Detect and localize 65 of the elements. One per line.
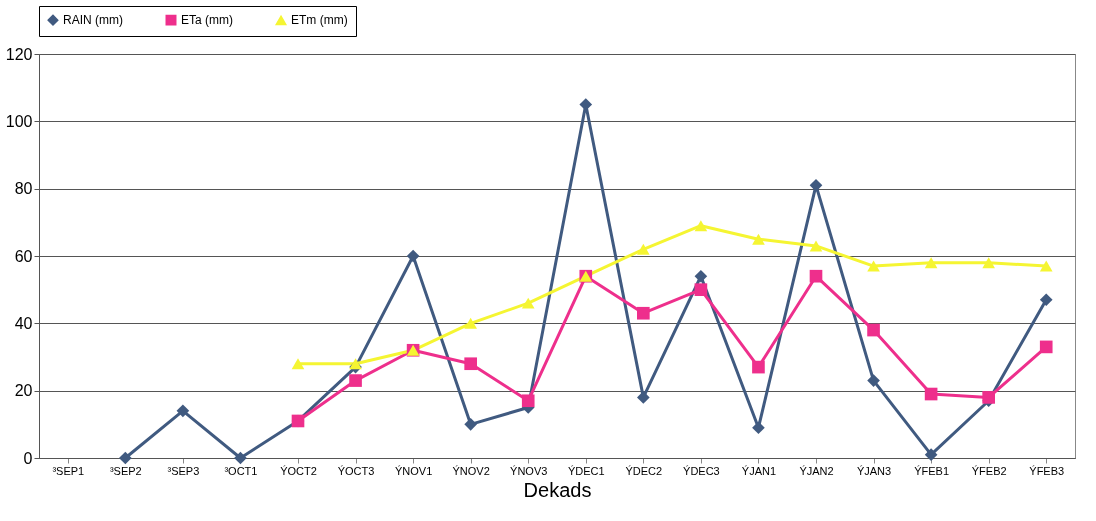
y-tick-label: 40	[14, 314, 33, 332]
x-tick-label: ÝNOV1	[394, 464, 433, 477]
x-tick-label: ÝNOV3	[510, 464, 548, 477]
point	[809, 178, 823, 192]
x-tick-label: ÝOCT2	[280, 464, 317, 477]
point	[119, 451, 132, 465]
point	[982, 391, 995, 404]
point	[752, 233, 765, 245]
point	[349, 358, 362, 370]
point	[809, 240, 823, 252]
legend-label: RAIN (mm)	[63, 13, 123, 28]
point	[924, 448, 938, 461]
point	[982, 257, 995, 269]
point	[867, 323, 880, 337]
point	[694, 220, 708, 232]
point	[752, 421, 765, 435]
point	[694, 283, 708, 296]
point	[637, 391, 650, 404]
x-tick-label: ³SEP3	[167, 464, 200, 477]
x-tick-label: ³SEP1	[52, 464, 85, 477]
point	[406, 249, 420, 263]
point	[637, 243, 650, 255]
x-tick-label: ÝOCT3	[337, 464, 375, 477]
point	[924, 387, 938, 401]
x-tick-label: ÝJAN3	[856, 464, 892, 477]
point	[752, 360, 765, 374]
x-tick-label: ³OCT1	[224, 464, 258, 477]
point	[924, 257, 938, 269]
point	[176, 404, 190, 418]
x-tick-label: ÝJAN1	[741, 464, 777, 477]
point	[464, 418, 477, 431]
x-tick-label: ÝNOV2	[452, 464, 490, 477]
x-tick-label: ÝDEC2	[625, 464, 663, 477]
point	[867, 374, 880, 387]
x-tick-label: ÝJAN2	[799, 464, 834, 477]
point	[694, 269, 708, 283]
point	[349, 374, 362, 387]
point	[579, 98, 593, 111]
point	[234, 451, 247, 465]
y-tick-label: 0	[23, 449, 33, 467]
point	[1039, 260, 1053, 272]
point	[1039, 293, 1053, 307]
x-axis-title: Dekads	[523, 478, 592, 501]
point	[867, 260, 880, 272]
point	[637, 306, 650, 320]
x-tick-label: ÝDEC3	[683, 464, 720, 477]
point	[464, 317, 477, 329]
y-tick-label: 80	[14, 180, 33, 198]
legend-label: ETa (mm)	[181, 13, 233, 28]
point	[464, 357, 477, 371]
point	[809, 269, 823, 283]
y-tick-label: 20	[14, 382, 33, 400]
x-tick-label: ÝDEC1	[567, 464, 605, 477]
x-tick-label: ÝFEB1	[914, 464, 950, 477]
x-tick-label: ³SEP2	[109, 464, 142, 477]
y-tick-label: 120	[5, 45, 33, 63]
x-tick-label: ÝFEB2	[971, 464, 1007, 477]
point	[521, 297, 535, 309]
point	[291, 358, 305, 370]
point	[1039, 340, 1053, 354]
x-tick-label: ÝFEB3	[1029, 464, 1065, 477]
y-tick-label: 60	[14, 247, 33, 265]
legend-label: ETm (mm)	[291, 13, 348, 28]
y-tick-label: 100	[5, 112, 33, 130]
point	[521, 394, 535, 408]
